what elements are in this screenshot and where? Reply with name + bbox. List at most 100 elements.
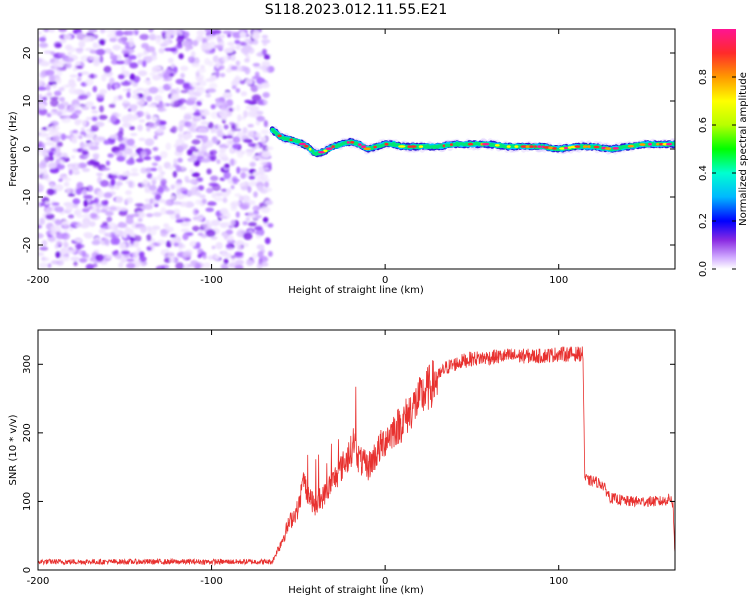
noise-blob xyxy=(119,207,128,212)
x-tick-label: -100 xyxy=(200,275,223,286)
trace-peak xyxy=(593,145,600,149)
noise-blob xyxy=(89,49,98,54)
noise-blob xyxy=(115,196,124,204)
noise-blob xyxy=(71,155,76,159)
noise-blob xyxy=(191,62,200,68)
noise-blob xyxy=(83,222,88,227)
noise-blob xyxy=(67,247,77,254)
noise-blob xyxy=(98,39,106,46)
noise-blob xyxy=(109,77,115,85)
noise-blob xyxy=(38,81,43,86)
noise-blob xyxy=(151,116,158,122)
noise-blob xyxy=(126,91,131,99)
noise-blob xyxy=(224,163,230,169)
noise-blob xyxy=(38,152,42,156)
noise-blob xyxy=(173,242,179,247)
noise-blob xyxy=(52,61,62,69)
noise-blob xyxy=(49,96,59,101)
noise-blob xyxy=(72,198,81,205)
noise-blob xyxy=(129,236,135,241)
noise-blob xyxy=(230,45,237,50)
noise-blob xyxy=(152,66,162,70)
noise-blob xyxy=(109,174,118,180)
noise-blob xyxy=(75,65,83,69)
noise-blob xyxy=(116,155,126,162)
noise-blob xyxy=(39,217,46,225)
noise-blob xyxy=(67,193,76,197)
noise-blob xyxy=(99,260,108,265)
noise-blob xyxy=(211,192,217,198)
trace-peak xyxy=(318,150,326,154)
noise-blob xyxy=(107,32,116,39)
noise-blob xyxy=(208,60,214,67)
noise-blob xyxy=(175,213,181,220)
noise-blob xyxy=(176,145,184,153)
noise-blob xyxy=(243,232,253,240)
noise-blob xyxy=(103,238,110,245)
noise-blob xyxy=(236,104,241,112)
noise-blob xyxy=(114,83,119,89)
noise-blob xyxy=(131,167,139,173)
noise-blob xyxy=(129,73,136,81)
noise-blob xyxy=(222,30,233,34)
noise-blob xyxy=(235,121,240,130)
noise-blob xyxy=(165,29,175,36)
noise-blob xyxy=(170,93,180,102)
noise-blob xyxy=(92,262,98,268)
trace-peak xyxy=(357,143,362,146)
noise-blob xyxy=(225,253,232,259)
noise-blob xyxy=(230,219,236,226)
noise-blob xyxy=(195,218,203,222)
noise-blob xyxy=(140,167,147,174)
noise-blob xyxy=(126,138,135,146)
noise-blob xyxy=(48,155,55,162)
noise-blob xyxy=(197,151,204,157)
noise-blob xyxy=(146,114,151,120)
noise-blob xyxy=(231,85,237,90)
noise-blob xyxy=(175,219,184,223)
noise-blob xyxy=(78,103,87,108)
noise-blob xyxy=(110,171,120,176)
trace-peak xyxy=(398,145,406,148)
noise-blob xyxy=(182,40,191,47)
noise-blob xyxy=(156,38,161,45)
noise-blob xyxy=(151,162,158,167)
noise-blob xyxy=(130,132,138,137)
trace-peak xyxy=(331,145,335,148)
noise-blob xyxy=(149,33,157,41)
noise-blob xyxy=(139,33,149,41)
noise-blob xyxy=(180,220,191,227)
noise-blob xyxy=(170,184,175,190)
noise-blob xyxy=(74,243,85,249)
noise-blob xyxy=(46,127,54,131)
noise-blob xyxy=(192,112,202,117)
trace-peak xyxy=(373,145,377,149)
noise-blob xyxy=(260,82,270,89)
trace-peak xyxy=(514,145,519,148)
trace-peak xyxy=(656,142,660,146)
noise-blob xyxy=(106,216,113,223)
noise-blob xyxy=(58,178,63,182)
x-tick-label: -200 xyxy=(27,275,50,286)
noise-blob xyxy=(205,187,214,194)
noise-blob xyxy=(206,168,212,175)
noise-blob xyxy=(204,29,213,33)
noise-blob xyxy=(252,62,261,67)
noise-blob xyxy=(226,243,231,249)
noise-blob xyxy=(141,180,149,186)
noise-blob xyxy=(63,181,70,187)
noise-blob xyxy=(38,102,46,110)
noise-blob xyxy=(163,75,173,82)
noise-blob xyxy=(61,84,70,89)
noise-blob xyxy=(177,35,185,39)
noise-blob xyxy=(144,198,151,203)
noise-blob xyxy=(38,94,43,99)
noise-blob xyxy=(196,68,207,73)
noise-blob xyxy=(138,137,146,142)
noise-blob xyxy=(139,261,147,267)
noise-blob xyxy=(148,122,158,129)
noise-blob xyxy=(180,65,189,72)
noise-blob xyxy=(38,42,49,48)
noise-blob xyxy=(196,29,205,37)
noise-blob xyxy=(41,133,50,137)
